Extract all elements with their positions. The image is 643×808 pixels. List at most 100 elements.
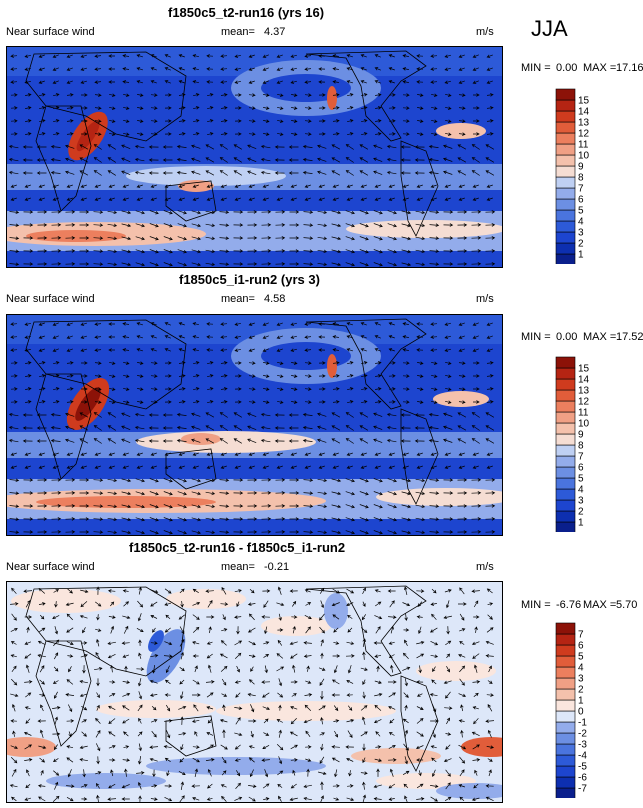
wind-vector-arrow [93,478,104,482]
wind-vector-arrow [220,387,228,391]
wind-vector-arrow [415,745,424,750]
wind-vector-arrow [471,144,480,150]
wind-vector-arrow [318,348,326,352]
wind-vector-arrow [334,730,338,738]
wind-vector-arrow [486,452,493,456]
panel3-coast-eurasia [25,586,187,677]
wind-vector-arrow [345,654,355,658]
wind-vector-arrow [347,387,354,391]
wind-vector-arrow [192,614,200,620]
wind-vector-arrow [277,374,284,378]
wind-vector-arrow [121,223,132,228]
wind-vector-arrow [457,157,467,163]
wind-vector-arrow [289,249,300,253]
wind-vector-arrow [332,361,340,365]
wind-vector-arrow [164,387,172,391]
wind-vector-arrow [248,465,255,469]
wind-vector-arrow [149,236,159,241]
wind-vector-arrow [346,197,353,201]
wind-vector-arrow [304,614,312,620]
wind-vector-arrow [136,771,145,775]
wind-vector-arrow [263,387,270,391]
colorbar-label: 2 [578,239,584,250]
wind-vector-arrow [373,478,383,483]
wind-vector-arrow [38,184,45,188]
wind-vector-arrow [39,119,46,123]
wind-vector-arrow [26,626,30,633]
wind-vector-arrow [64,412,75,417]
wind-vector-arrow [303,262,314,266]
wind-vector-arrow [221,756,227,764]
wind-vector-arrow [220,54,228,58]
wind-vector-arrow [362,691,366,699]
wind-vector-arrow [474,626,478,633]
wind-vector-arrow [472,465,479,469]
wind-vector-arrow [25,664,30,673]
wind-vector-arrow [304,80,312,84]
wind-vector-arrow [374,452,381,456]
wind-vector-arrow [288,439,299,443]
wind-vector-arrow [81,797,88,801]
wind-vector-arrow [373,412,383,417]
wind-vector-arrow [402,666,411,671]
colorbar-box [555,677,576,690]
wind-vector-arrow [52,184,59,188]
wind-vector-arrow [402,54,409,58]
wind-vector-arrow [248,613,255,621]
wind-vector-arrow [248,197,255,201]
colorbar-box [555,253,576,264]
wind-vector-arrow [124,665,128,672]
wind-vector-arrow [471,236,482,240]
wind-vector-arrow [80,589,89,594]
colorbar-label: 5 [578,206,584,217]
wind-vector-arrow [418,770,422,777]
wind-vector-arrow [442,438,453,443]
wind-vector-arrow [94,335,102,339]
wind-vector-arrow [9,236,20,240]
colorbar-box [555,655,576,668]
wind-vector-arrow [24,758,33,762]
wind-vector-arrow [136,67,144,71]
wind-vector-arrow [95,782,100,789]
wind-vector-arrow [207,119,214,123]
wind-vector-arrow [207,783,213,789]
wind-vector-arrow [178,93,186,97]
wind-vector-arrow [205,530,216,535]
wind-vector-arrow [402,652,409,659]
wind-vector-arrow [428,157,439,162]
wind-vector-arrow [191,412,201,417]
wind-vector-arrow [263,718,269,724]
wind-vector-arrow [404,729,409,738]
wind-vector-arrow [375,387,382,391]
wind-vector-arrow [473,119,480,123]
wind-vector-arrow [347,132,354,136]
wind-vector-arrow [262,335,269,339]
wind-vector-arrow [402,80,409,84]
wind-vector-arrow [79,262,90,266]
wind-vector-arrow [331,412,341,418]
wind-vector-arrow [260,144,271,149]
wind-vector-arrow [52,758,59,763]
wind-vector-arrow [414,413,425,417]
wind-vector-arrow [233,223,244,227]
wind-vector-arrow [345,491,356,496]
wind-vector-arrow [274,145,285,149]
colorbar-box [555,710,576,723]
wind-vector-arrow [390,664,394,673]
wind-vector-arrow [66,119,74,123]
wind-vector-arrow [219,478,230,482]
wind-vector-arrow [166,730,171,739]
wind-vector-arrow [79,614,88,619]
wind-vector-arrow [25,93,32,97]
wind-vector-arrow [402,119,410,123]
wind-vector-arrow [278,704,282,711]
wind-vector-arrow [66,374,74,378]
wind-vector-arrow [193,387,200,391]
wind-vector-arrow [263,361,270,365]
wind-vector-arrow [177,210,187,215]
wind-vector-arrow [472,348,479,352]
wind-vector-arrow [291,132,298,136]
wind-vector-arrow [150,322,157,326]
wind-vector-arrow [135,530,146,535]
wind-vector-arrow [458,465,465,469]
